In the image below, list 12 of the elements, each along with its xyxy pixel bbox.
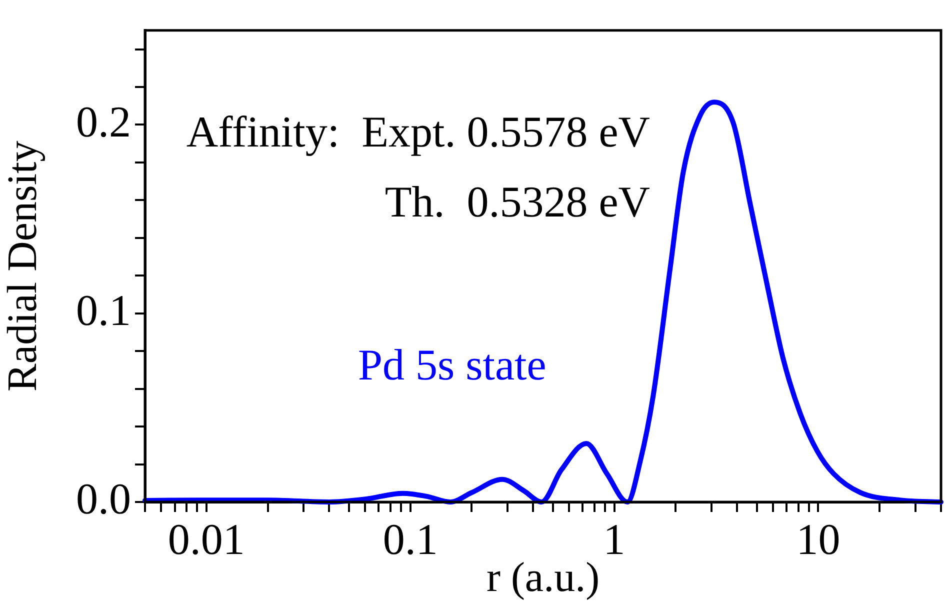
series-label: Pd 5s state xyxy=(358,340,546,390)
x-tick-label: 0.1 xyxy=(382,514,438,564)
y-tick-label: 0.0 xyxy=(76,474,131,524)
x-tick-label: 10 xyxy=(796,514,840,564)
x-axis-title: r (a.u.) xyxy=(486,554,600,601)
x-tick-label: 0.01 xyxy=(168,514,245,564)
annotation: Affinity: Expt. 0.5578 eV xyxy=(186,108,650,157)
y-tick-label: 0.2 xyxy=(76,97,131,146)
x-tick-label: 1 xyxy=(603,514,626,564)
y-tick-label: 0.1 xyxy=(76,286,131,335)
annotation: Th. 0.5328 eV xyxy=(384,178,650,227)
y-axis-title: Radial Density xyxy=(0,140,46,392)
